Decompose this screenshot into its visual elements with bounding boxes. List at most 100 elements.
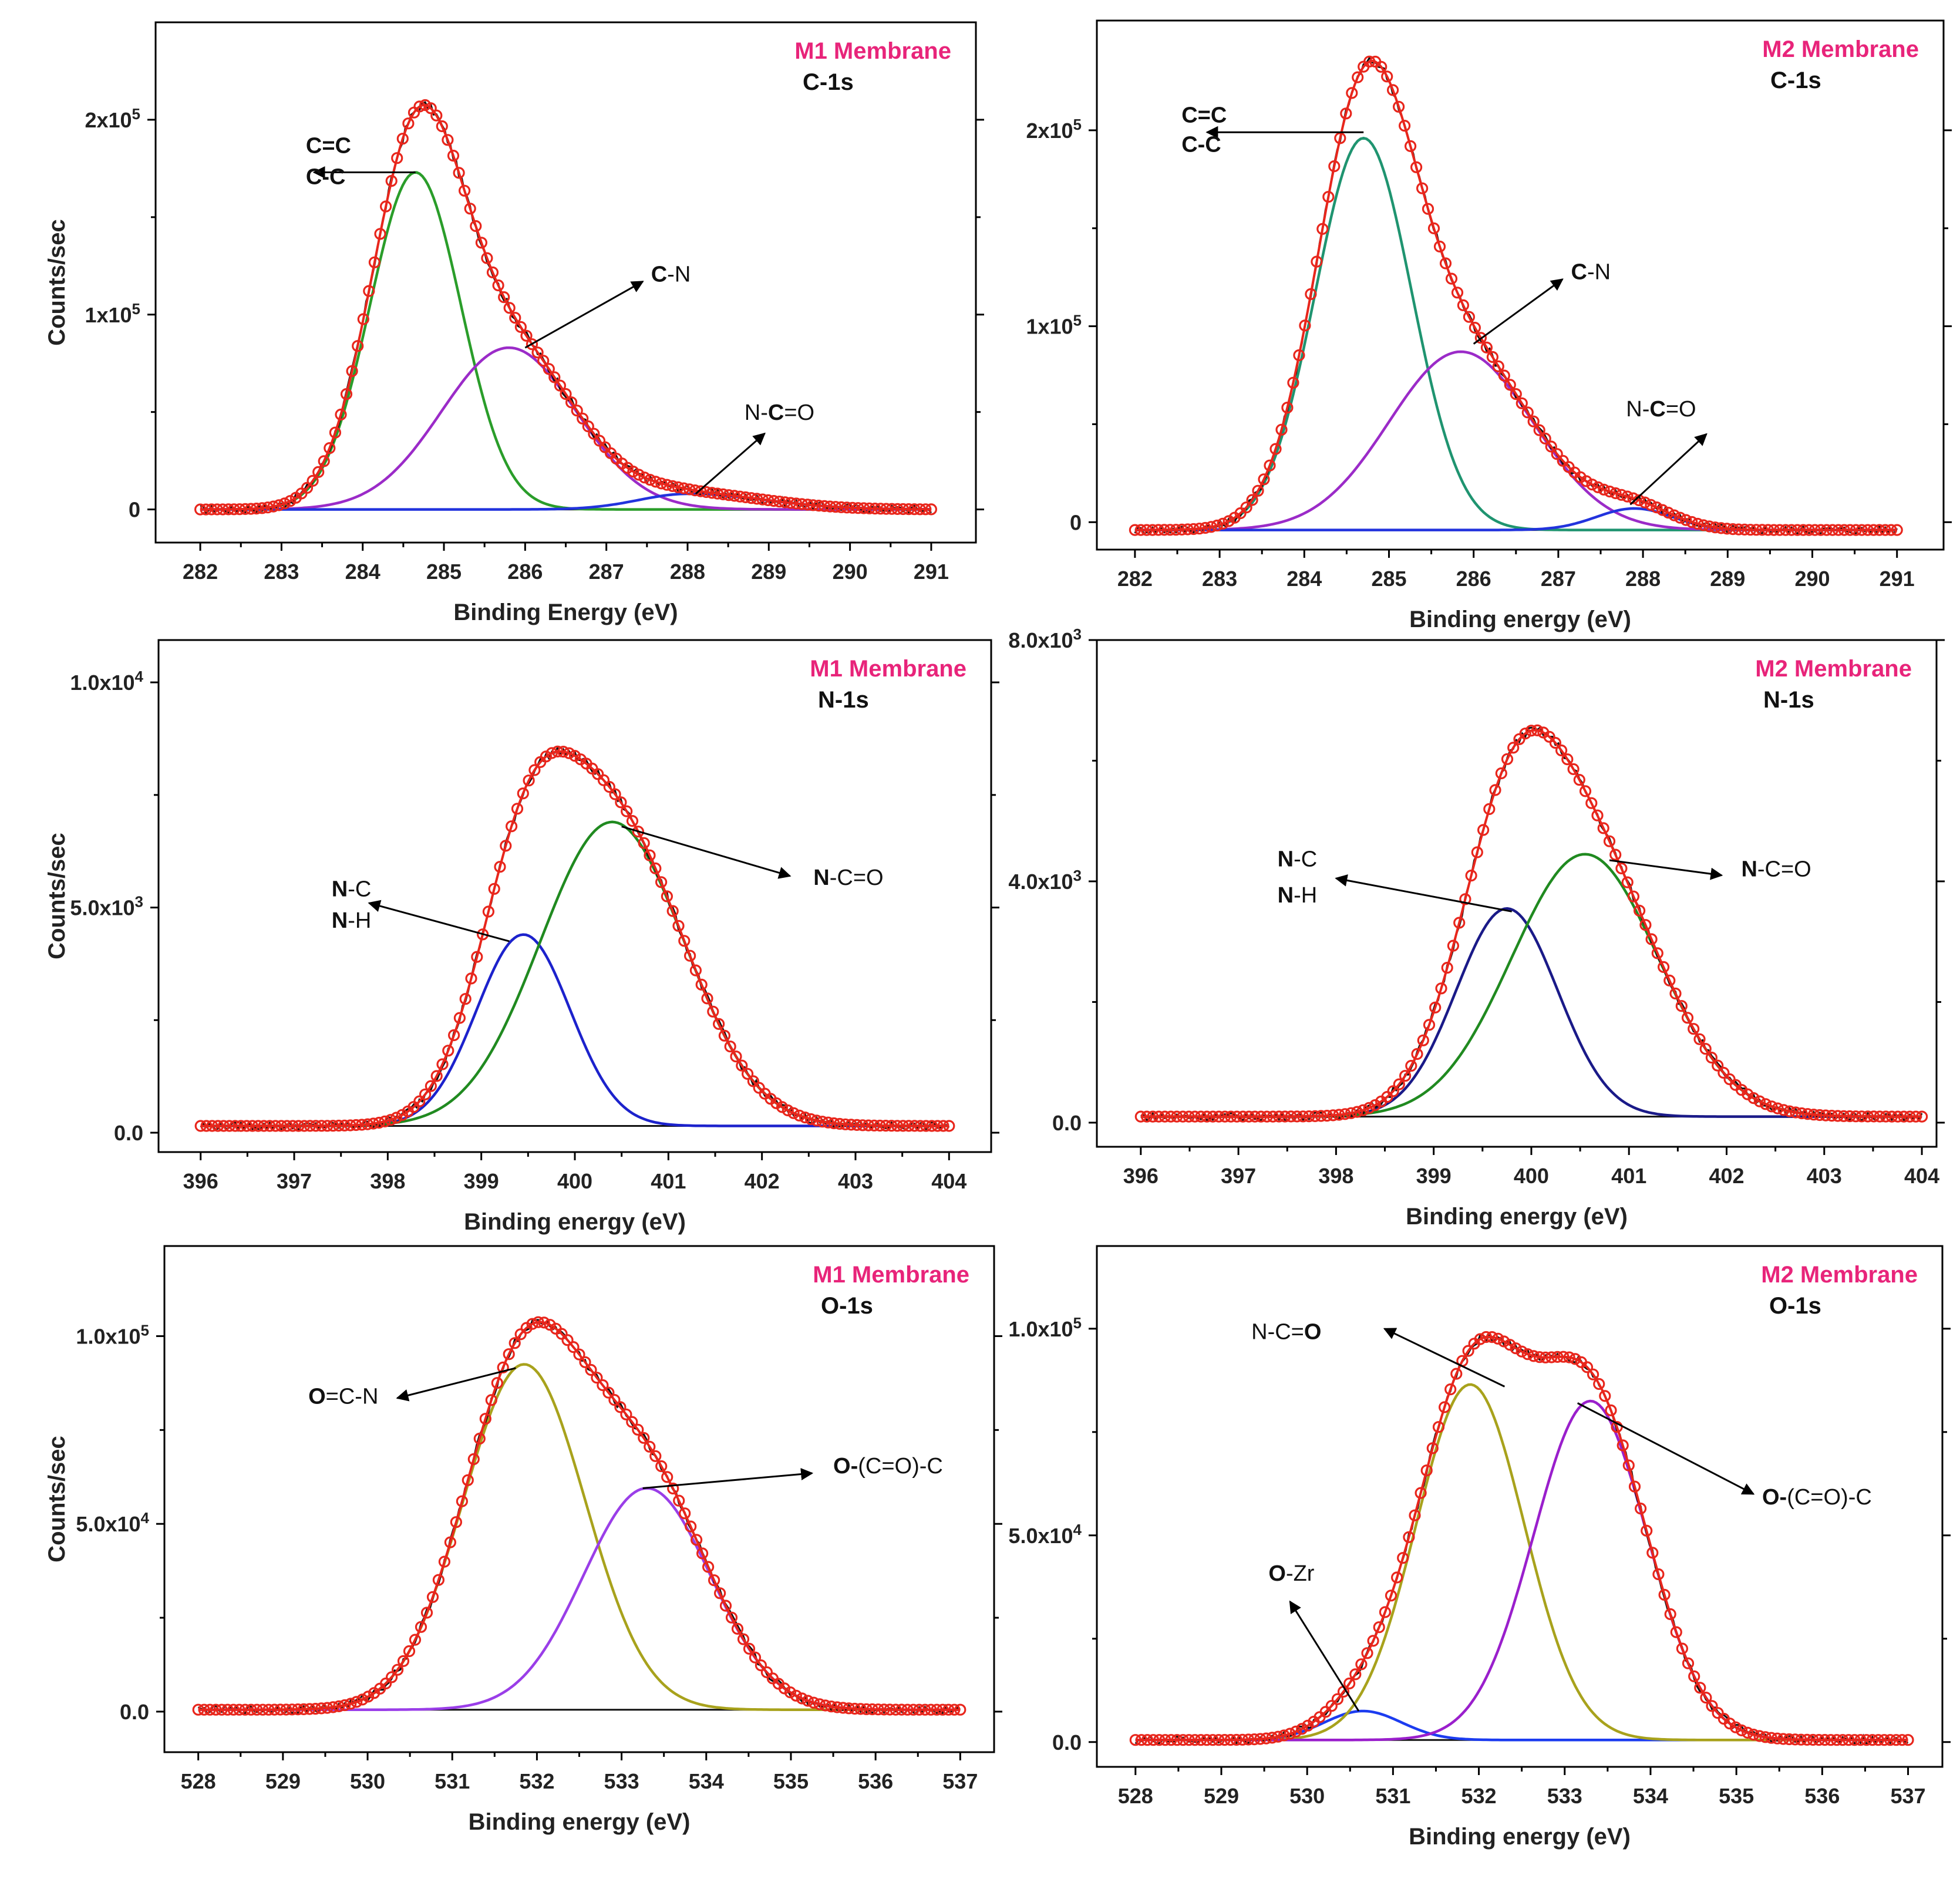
fit-point bbox=[1573, 773, 1585, 786]
fit-point bbox=[1533, 424, 1545, 436]
fit-point bbox=[274, 1703, 287, 1716]
fit-point bbox=[420, 1607, 433, 1619]
y-axis-title: Counts/sec bbox=[44, 833, 70, 959]
fit-point bbox=[1486, 351, 1498, 363]
fit-point bbox=[1134, 1110, 1147, 1123]
fit-point bbox=[1692, 517, 1704, 530]
fit-point bbox=[1585, 797, 1598, 809]
fit-point bbox=[356, 1693, 369, 1706]
fit-point bbox=[1639, 919, 1652, 931]
fit-point bbox=[1170, 524, 1182, 536]
fit-point bbox=[846, 501, 859, 514]
y-tick-label: 8.0x103 bbox=[1008, 625, 1082, 652]
fit-point bbox=[1134, 524, 1147, 536]
fit-point bbox=[1551, 448, 1563, 460]
fit-point bbox=[1525, 725, 1537, 737]
fit-point bbox=[1844, 524, 1856, 536]
y-axis-title: Counts/sec bbox=[44, 219, 70, 346]
x-axis-title: Binding energy (eV) bbox=[1409, 1824, 1631, 1850]
fit-point bbox=[1171, 1110, 1183, 1123]
fit-point bbox=[1153, 1734, 1166, 1746]
fit-point bbox=[931, 1703, 943, 1716]
fit-point bbox=[379, 200, 392, 213]
fit-point bbox=[678, 482, 690, 494]
fit-point bbox=[719, 1599, 732, 1612]
fit-point bbox=[1803, 524, 1815, 536]
fit-point bbox=[799, 1111, 811, 1124]
fit-point bbox=[1462, 1345, 1474, 1357]
fit-point bbox=[287, 1120, 299, 1132]
fit-point bbox=[1177, 1110, 1189, 1123]
fit-point bbox=[517, 787, 529, 800]
fit-point bbox=[813, 1698, 826, 1710]
fit-point bbox=[1579, 785, 1592, 797]
fit-point bbox=[1750, 524, 1763, 536]
fit-point bbox=[537, 355, 550, 367]
fit-point bbox=[728, 490, 740, 502]
fit-point bbox=[807, 499, 819, 511]
fit-point bbox=[256, 502, 268, 514]
y-tick-label: 4.0x103 bbox=[1008, 867, 1082, 894]
fit-point bbox=[868, 1119, 880, 1132]
fit-point bbox=[217, 1120, 230, 1132]
fit-point bbox=[1441, 961, 1453, 974]
fit-point bbox=[1838, 524, 1850, 536]
fit-point bbox=[796, 498, 808, 510]
fit-point bbox=[1880, 1110, 1892, 1123]
fit-point bbox=[1521, 1348, 1534, 1361]
fit-point bbox=[1339, 1108, 1351, 1120]
fit-point bbox=[874, 503, 887, 515]
fit-point bbox=[828, 1117, 840, 1130]
fit-point bbox=[235, 1120, 247, 1132]
fit-point bbox=[897, 503, 910, 516]
fit-point bbox=[632, 469, 645, 481]
fit-point bbox=[425, 1080, 437, 1092]
fit-point bbox=[1129, 1734, 1141, 1746]
fit-point bbox=[1861, 524, 1874, 536]
fit-point bbox=[367, 1117, 379, 1130]
y-tick-label: 0.0 bbox=[1052, 1111, 1082, 1135]
fit-point bbox=[707, 1005, 719, 1018]
fit-point bbox=[902, 503, 915, 516]
component-curve-1 bbox=[200, 933, 949, 1127]
peak-annotation: O=C-N bbox=[308, 1385, 378, 1409]
fit-point bbox=[1686, 516, 1698, 528]
fit-point bbox=[1723, 1718, 1736, 1730]
peak-annotation: C=C bbox=[1181, 103, 1227, 128]
fit-point bbox=[1287, 376, 1299, 389]
fit-point bbox=[1789, 1733, 1801, 1746]
fit-point bbox=[1217, 517, 1229, 530]
fit-point bbox=[1219, 1110, 1231, 1123]
fit-point bbox=[1843, 1734, 1855, 1746]
fit-point bbox=[227, 1703, 240, 1716]
fit-point bbox=[1471, 846, 1483, 858]
fit-point bbox=[837, 1702, 849, 1714]
fit-point bbox=[925, 1120, 938, 1132]
fit-point bbox=[419, 1088, 432, 1100]
fit-point bbox=[948, 1703, 961, 1716]
fit-point bbox=[471, 951, 483, 963]
fit-point bbox=[689, 964, 702, 976]
fit-point bbox=[261, 501, 274, 514]
fit-point bbox=[1188, 1110, 1201, 1123]
fit-point bbox=[1213, 1110, 1225, 1123]
fit-point bbox=[579, 1356, 591, 1368]
fit-point bbox=[335, 408, 347, 421]
y-tick-label: 1.0x105 bbox=[76, 1321, 149, 1348]
fit-point bbox=[880, 503, 893, 515]
plot-frame bbox=[163, 1245, 995, 1753]
fit-point bbox=[1252, 484, 1264, 497]
fit-point bbox=[730, 1050, 742, 1063]
fit-point bbox=[1669, 987, 1682, 1000]
fit-point bbox=[1872, 1734, 1884, 1746]
fit-point bbox=[1242, 1733, 1255, 1746]
annotation-part: =O bbox=[1666, 397, 1696, 422]
fit-point bbox=[304, 1120, 316, 1132]
fit-point bbox=[1316, 223, 1329, 235]
fit-point bbox=[1373, 1621, 1385, 1634]
annotation-part: (C=O)-C bbox=[1787, 1485, 1872, 1510]
fit-point bbox=[538, 1316, 550, 1329]
fit-point bbox=[1393, 1078, 1405, 1090]
fit-point bbox=[1651, 947, 1663, 959]
fit-point bbox=[1674, 511, 1686, 524]
